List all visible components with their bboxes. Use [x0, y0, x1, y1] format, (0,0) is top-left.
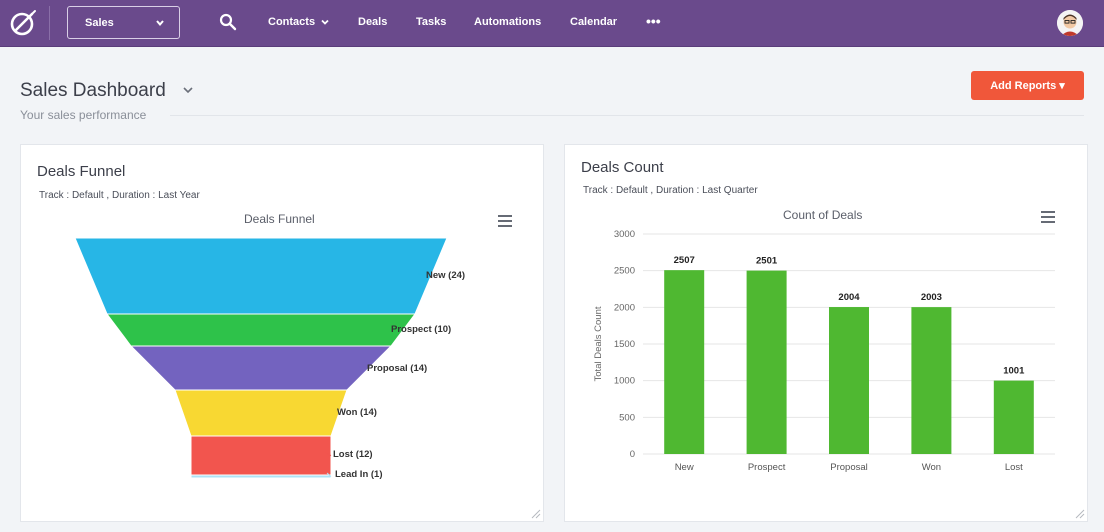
add-reports-button[interactable]: Add Reports ▾ [971, 71, 1084, 100]
funnel-label: Lost (12) [333, 449, 373, 460]
pipeline-select[interactable]: Sales [67, 6, 180, 39]
chart-title: Deals Funnel [244, 212, 315, 226]
y-tick-label: 2000 [614, 302, 635, 313]
chevron-down-icon [156, 20, 164, 27]
header-divider [170, 115, 1084, 116]
bar-data-label: 1001 [1003, 366, 1025, 377]
funnel-label: Won (14) [337, 407, 377, 418]
chevron-down-icon [321, 19, 329, 25]
bar-data-label: 2003 [921, 292, 942, 303]
funnel-label: New (24) [426, 270, 465, 281]
bar-data-label: 2501 [756, 256, 778, 267]
x-tick-label: Won [922, 462, 941, 473]
card-meta: Track : Default , Duration : Last Year [39, 190, 200, 201]
y-tick-label: 2500 [614, 266, 635, 277]
y-tick-label: 1000 [614, 376, 635, 387]
funnel-connector [324, 452, 332, 456]
funnel-connector [417, 273, 432, 277]
funnel-chart: New (24) Prospect (10) Proposal (14) Won (1… [74, 237, 465, 480]
x-tick-label: Prospect [748, 462, 786, 473]
funnel-label: Lead In (1) [335, 469, 383, 480]
resize-handle-icon[interactable] [1073, 507, 1085, 519]
funnel-connector [358, 366, 370, 369]
bar-chart: 0 500 1000 1500 2000 2500 3000 Total Deals Coun… [593, 229, 1055, 473]
page-subtitle: Your sales performance [20, 108, 147, 122]
bar-data-label: 2507 [674, 255, 695, 266]
x-tick-label: Lost [1005, 462, 1023, 473]
funnel-segment-won[interactable] [174, 389, 348, 437]
chart-title: Count of Deals [783, 208, 863, 222]
bar-proposal[interactable] [829, 307, 869, 454]
nav-automations[interactable]: Automations [474, 16, 542, 28]
funnel-connector [328, 410, 340, 414]
card-title: Deals Funnel [37, 163, 126, 180]
card-title: Deals Count [581, 159, 664, 176]
chart-menu-icon[interactable] [1041, 211, 1055, 223]
deals-count-card: Deals Count Track : Default , Duration :… [564, 144, 1088, 522]
user-avatar[interactable] [1057, 10, 1083, 36]
x-tick-label: New [675, 462, 694, 473]
x-tick-label: Proposal [830, 462, 868, 473]
funnel-segment-prospect[interactable] [106, 313, 416, 347]
logo-divider [49, 6, 50, 40]
nav-calendar[interactable]: Calendar [570, 16, 618, 28]
pipeline-select-value: Sales [85, 17, 114, 29]
funnel-segment-lost[interactable] [190, 435, 332, 476]
nav-contacts[interactable]: Contacts [268, 16, 330, 28]
nav-deals[interactable]: Deals [358, 16, 388, 28]
funnel-segment-new[interactable] [74, 237, 448, 315]
funnel-segment-lead-in[interactable] [190, 474, 332, 479]
funnel-connector [382, 327, 404, 331]
y-tick-label: 1500 [614, 339, 635, 350]
deals-funnel-card: Deals Funnel Track : Default , Duration … [20, 144, 544, 522]
bar-prospect[interactable] [746, 270, 787, 454]
chart-menu-icon[interactable] [498, 215, 512, 227]
more-menu-icon[interactable]: ••• [646, 13, 661, 29]
bar-won[interactable] [911, 307, 952, 454]
y-tick-label: 0 [630, 449, 635, 460]
nav-tasks[interactable]: Tasks [416, 16, 447, 28]
funnel-label: Prospect (10) [391, 324, 451, 335]
funnel-connector [326, 472, 332, 477]
bar-data-label: 2004 [838, 292, 860, 303]
nav-contacts-label: Contacts [268, 16, 316, 28]
app-logo-icon[interactable] [8, 8, 38, 38]
resize-handle-icon[interactable] [529, 507, 541, 519]
chevron-down-icon[interactable] [180, 82, 196, 98]
y-tick-label: 3000 [614, 229, 635, 240]
card-meta: Track : Default , Duration : Last Quarte… [583, 185, 758, 196]
page-title: Sales Dashboard [20, 80, 166, 101]
funnel-segment-proposal[interactable] [129, 345, 393, 391]
bar-lost[interactable] [993, 380, 1034, 454]
y-tick-label: 500 [619, 412, 635, 423]
bar-new[interactable] [664, 270, 705, 454]
avatar-icon [1057, 10, 1083, 36]
y-axis-label: Total Deals Count [593, 306, 604, 381]
top-nav: Sales Contacts Deals Tasks Automations C… [0, 0, 1104, 47]
funnel-label: Proposal (14) [367, 363, 427, 374]
search-icon[interactable] [219, 13, 237, 31]
